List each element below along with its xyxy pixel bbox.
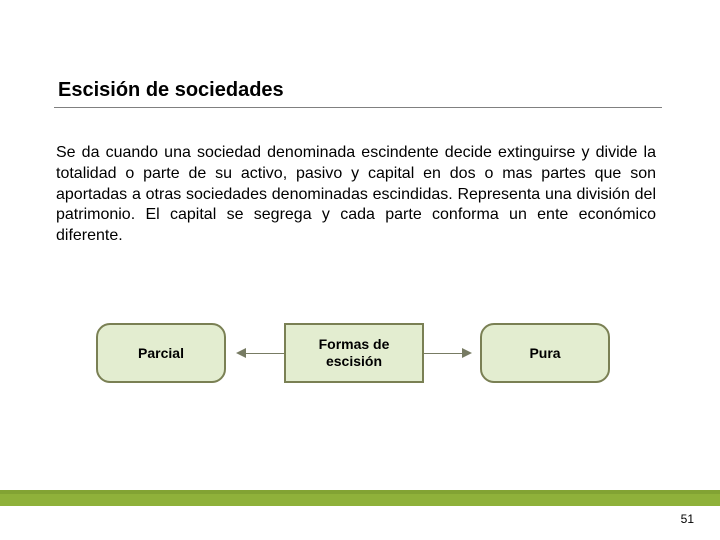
body-paragraph: Se da cuando una sociedad denominada esc… <box>56 143 656 247</box>
slide: Escisión de sociedades Se da cuando una … <box>0 0 720 540</box>
diagram-node-pura: Pura <box>480 323 610 383</box>
diagram-edge-formas-pura <box>424 353 462 354</box>
diagram-node-formas: Formas de escisión <box>284 323 424 383</box>
arrow-head-right-icon <box>462 348 472 358</box>
diagram-edge-formas-parcial <box>246 353 284 354</box>
diagram-node-parcial: Parcial <box>96 323 226 383</box>
footer-bar-thick <box>0 494 720 506</box>
escision-diagram: Parcial Formas de escisión Pura <box>56 314 656 394</box>
arrow-head-left-icon <box>236 348 246 358</box>
slide-title: Escisión de sociedades <box>58 79 284 102</box>
title-divider <box>54 107 662 108</box>
page-number: 51 <box>681 512 694 526</box>
